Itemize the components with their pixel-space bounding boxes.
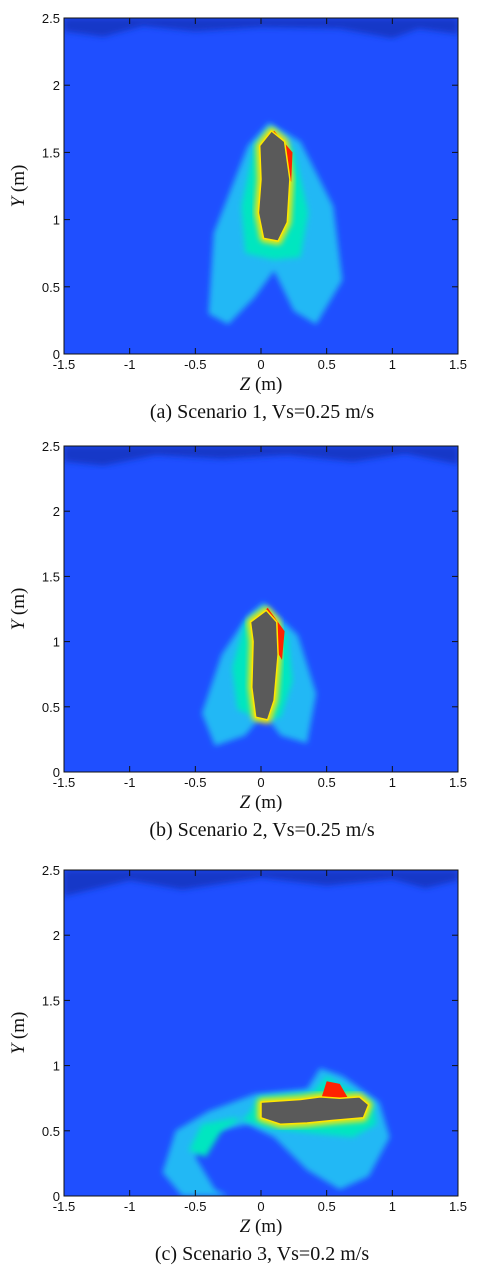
x-axis-title: Z (m): [240, 1216, 283, 1237]
y-tick-label: 0.5: [42, 1124, 60, 1139]
x-axis-title: Z (m): [240, 792, 283, 813]
y-tick-label: 1.5: [42, 993, 60, 1008]
y-tick-label: 2: [53, 504, 60, 519]
contour-field: [64, 446, 458, 746]
y-tick-label: 1: [53, 1059, 60, 1074]
contour-field: [64, 870, 458, 1196]
x-tick-label: 1.5: [449, 775, 467, 790]
x-tick-label: -0.5: [184, 775, 206, 790]
y-axis-title: Y (m): [8, 588, 29, 631]
x-tick-label: 1.5: [449, 1199, 467, 1214]
x-tick-label: -1.5: [53, 1199, 75, 1214]
panel-caption: (a) Scenario 1, Vs=0.25 m/s: [150, 401, 374, 423]
panel-3: -1.5 -1 -0.5 0 0.5 1 1.5 0 0.5 1 1.5 2 2.5 Z (m) Y (m)…: [8, 863, 467, 1265]
y-tick-label: 0: [53, 765, 60, 780]
y-tick-label: 0: [53, 347, 60, 362]
x-tick-label: 1: [389, 775, 396, 790]
y-tick-label: 2: [53, 928, 60, 943]
surface-layer: [64, 446, 458, 466]
x-tick-label: 1: [389, 1199, 396, 1214]
solid-body: [257, 130, 291, 242]
y-tick-label: 2.5: [42, 11, 60, 26]
x-tick-label: 0: [257, 357, 264, 372]
surface-layer: [64, 870, 458, 897]
y-tick-label: 1.5: [42, 145, 60, 160]
y-tick-label: 0.5: [42, 280, 60, 295]
y-tick-label: 1: [53, 213, 60, 228]
y-tick-label: 2.5: [42, 439, 60, 454]
panel-1: -1.5 -1 -0.5 0 0.5 1 1.5 0 0.5 1 1.5 2 2.5 Z (m) Y (m)…: [8, 11, 467, 423]
contour-field: [64, 18, 458, 325]
y-axis-title: Y (m): [8, 165, 29, 208]
x-tick-label: 0: [257, 1199, 264, 1214]
y-tick-label: 1: [53, 635, 60, 650]
plot-background: [64, 870, 458, 1196]
x-tick-label: 0.5: [318, 775, 336, 790]
y-tick-label: 0.5: [42, 700, 60, 715]
x-tick-label: 1: [389, 357, 396, 372]
y-tick-label: 2: [53, 78, 60, 93]
x-tick-label: 0.5: [318, 357, 336, 372]
x-tick-label: -0.5: [184, 357, 206, 372]
x-axis-title: Z (m): [240, 374, 283, 395]
y-tick-label: 2.5: [42, 863, 60, 878]
panel-caption: (b) Scenario 2, Vs=0.25 m/s: [149, 819, 375, 841]
solid-body: [260, 1096, 370, 1126]
x-tick-label: -1: [124, 775, 136, 790]
x-tick-label: 0: [257, 775, 264, 790]
x-tick-label: 1.5: [449, 357, 467, 372]
panel-2: -1.5 -1 -0.5 0 0.5 1 1.5 0 0.5 1 1.5 2 2.5 Z (m) Y (m)…: [8, 439, 467, 841]
y-axis-title: Y (m): [8, 1012, 29, 1055]
x-tick-label: -1.5: [53, 775, 75, 790]
panel-caption: (c) Scenario 3, Vs=0.2 m/s: [155, 1243, 369, 1265]
surface-layer: [64, 18, 458, 39]
y-tick-label: 1.5: [42, 569, 60, 584]
x-tick-label: -0.5: [184, 1199, 206, 1214]
y-tick-label: 0: [53, 1189, 60, 1204]
x-tick-label: -1: [124, 1199, 136, 1214]
solid-body: [249, 609, 279, 721]
x-tick-label: -1: [124, 357, 136, 372]
x-tick-label: -1.5: [53, 357, 75, 372]
x-tick-label: 0.5: [318, 1199, 336, 1214]
